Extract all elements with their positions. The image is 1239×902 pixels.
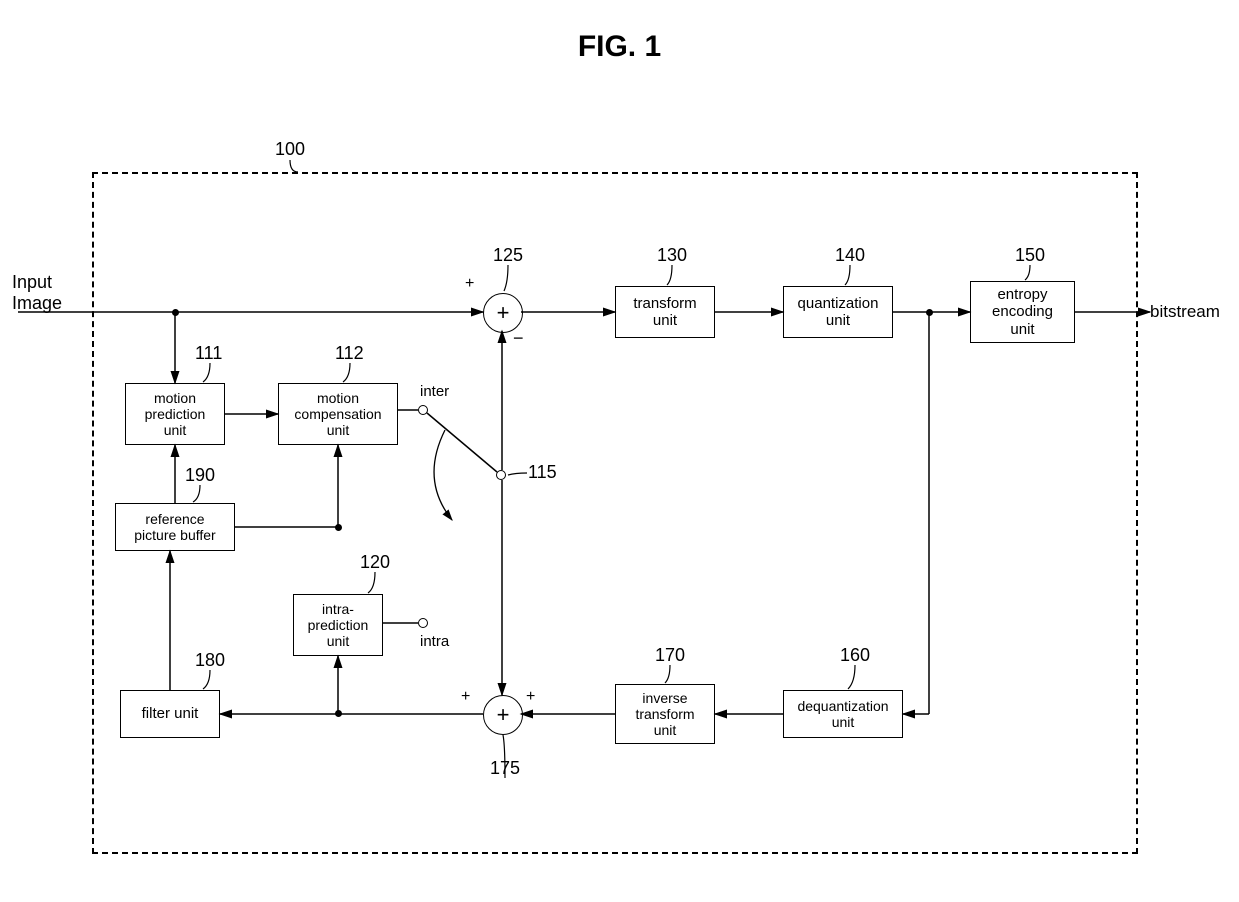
plus-icon-2: + [497,702,510,728]
intra-label: intra [420,633,449,650]
ref-175: 175 [490,758,520,779]
input-label: Input Image [12,272,62,314]
ref-120: 120 [360,552,390,573]
switch-pivot-node [496,470,506,480]
summer-top-minus: − [513,328,524,349]
transform-unit: transform unit [615,286,715,338]
ref-115: 115 [528,462,557,483]
junction-refpic-out [335,524,342,531]
summer-bottom-plus-left: + [461,688,470,706]
ref-150: 150 [1015,245,1045,266]
inter-label: inter [420,383,449,400]
switch-intra-node [418,618,428,628]
reference-picture-buffer: reference picture buffer [115,503,235,551]
dequantization-unit: dequantization unit [783,690,903,738]
intra-prediction-unit: intra- prediction unit [293,594,383,656]
summer-top-plus: + [465,275,474,293]
junction-quant-out [926,309,933,316]
plus-icon: + [497,300,510,326]
summer-top: + [483,293,523,333]
encoder-container [92,172,1138,854]
figure-title: FIG. 1 [0,30,1239,64]
ref-112: 112 [335,343,364,364]
summer-bottom: + [483,695,523,735]
diagram-canvas: FIG. 1 100 Input Image bitstream motion … [0,0,1239,902]
ref-111: 111 [195,343,222,364]
junction-filter-in [335,710,342,717]
ref-180: 180 [195,650,225,671]
entropy-encoding-unit: entropy encoding unit [970,281,1075,343]
filter-unit: filter unit [120,690,220,738]
inverse-transform-unit: inverse transform unit [615,684,715,744]
switch-inter-node [418,405,428,415]
ref-100: 100 [275,139,305,160]
ref-160: 160 [840,645,870,666]
ref-190: 190 [185,465,215,486]
summer-bottom-plus-right: + [526,688,535,706]
junction-input-tap [172,309,179,316]
motion-prediction-unit: motion prediction unit [125,383,225,445]
motion-compensation-unit: motion compensation unit [278,383,398,445]
output-label: bitstream [1150,302,1220,322]
ref-170: 170 [655,645,685,666]
ref-140: 140 [835,245,865,266]
ref-125: 125 [493,245,523,266]
quantization-unit: quantization unit [783,286,893,338]
ref-130: 130 [657,245,687,266]
